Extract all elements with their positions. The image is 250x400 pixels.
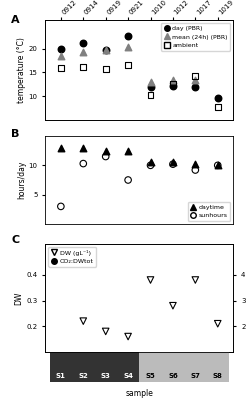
Point	[81, 144, 85, 151]
Point	[148, 92, 152, 98]
Text: S1: S1	[56, 373, 66, 379]
Point	[215, 94, 219, 101]
Point	[170, 302, 174, 309]
Point	[103, 328, 107, 335]
Point	[126, 333, 130, 340]
Point	[81, 49, 85, 56]
Point	[215, 370, 219, 376]
Text: S8: S8	[212, 373, 222, 379]
X-axis label: sample: sample	[125, 388, 153, 398]
Bar	[139, 352, 161, 382]
Point	[192, 76, 196, 83]
Point	[81, 40, 85, 46]
Point	[126, 148, 130, 154]
Text: S7: S7	[190, 373, 200, 379]
Point	[126, 62, 130, 68]
Text: S4: S4	[122, 373, 132, 379]
Y-axis label: hours/day: hours/day	[17, 161, 26, 199]
Point	[192, 277, 196, 283]
Text: S5: S5	[145, 373, 155, 379]
Point	[170, 369, 174, 375]
Text: C: C	[11, 235, 19, 245]
Point	[170, 81, 174, 88]
Point	[148, 162, 152, 168]
Point	[148, 159, 152, 166]
Y-axis label: temperature (°C): temperature (°C)	[17, 37, 26, 103]
Point	[126, 177, 130, 183]
Point	[148, 277, 152, 283]
Bar	[50, 352, 72, 382]
Point	[126, 44, 130, 50]
Point	[58, 144, 62, 151]
Legend: DW (gL⁻¹), CO₂:DWtot: DW (gL⁻¹), CO₂:DWtot	[48, 247, 96, 267]
Text: B: B	[11, 129, 20, 139]
Point	[170, 161, 174, 167]
Bar	[184, 352, 206, 382]
Point	[148, 370, 152, 376]
Point	[215, 104, 219, 110]
Point	[148, 84, 152, 90]
Point	[126, 362, 130, 369]
Point	[215, 162, 219, 168]
Point	[58, 64, 62, 71]
Bar	[94, 352, 116, 382]
Point	[215, 320, 219, 327]
Point	[126, 33, 130, 39]
Text: A: A	[11, 15, 20, 25]
Point	[103, 148, 107, 154]
Point	[58, 203, 62, 210]
Text: S2: S2	[78, 373, 88, 379]
Point	[103, 46, 107, 53]
Y-axis label: DW: DW	[14, 291, 24, 305]
Point	[58, 46, 62, 52]
Point	[81, 160, 85, 167]
Point	[192, 370, 196, 376]
Point	[170, 159, 174, 166]
Point	[215, 162, 219, 168]
Legend: day (PBR), mean (24h) (PBR), ambient: day (PBR), mean (24h) (PBR), ambient	[160, 23, 230, 50]
Bar	[206, 352, 228, 382]
Point	[170, 82, 174, 89]
Point	[192, 167, 196, 173]
Point	[81, 364, 85, 370]
Point	[103, 66, 107, 72]
Bar	[116, 352, 139, 382]
Text: S3: S3	[100, 373, 110, 379]
Point	[81, 318, 85, 324]
Bar	[72, 352, 94, 382]
Bar	[161, 352, 184, 382]
Point	[58, 52, 62, 59]
Text: S6: S6	[168, 373, 177, 379]
Point	[148, 79, 152, 85]
Legend: daytime, sunhours: daytime, sunhours	[187, 202, 230, 221]
Y-axis label: CO₂:DW: CO₂:DW	[247, 283, 250, 313]
Point	[192, 161, 196, 167]
Point	[103, 153, 107, 160]
Point	[192, 73, 196, 79]
Point	[81, 64, 85, 70]
Point	[192, 84, 196, 90]
Point	[103, 46, 107, 53]
Point	[170, 77, 174, 84]
Point	[103, 366, 107, 372]
